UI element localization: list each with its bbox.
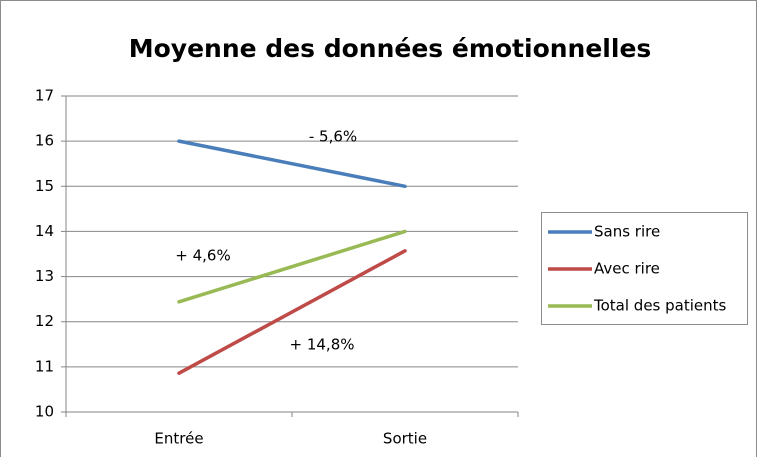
line-series [177, 229, 407, 304]
y-tick-label: 12 [35, 312, 54, 330]
legend-label: Sans rire [594, 223, 660, 241]
annotation: + 14,8% [290, 336, 355, 354]
x-tick-label: Entrée [154, 430, 203, 448]
y-tick-label: 17 [35, 87, 54, 105]
x-tick-label: Sortie [383, 430, 427, 448]
annotation: - 5,6% [309, 128, 357, 146]
y-tick-label: 10 [35, 403, 54, 421]
annotation: + 4,6% [175, 247, 230, 265]
y-tick-label: 16 [35, 132, 54, 150]
y-tick-label: 11 [35, 357, 54, 375]
line-series [177, 139, 407, 189]
legend-label: Total des patients [593, 297, 727, 315]
line-series [177, 249, 407, 375]
y-tick-label: 15 [35, 177, 54, 195]
y-tick-label: 14 [35, 222, 54, 240]
legend-label: Avec rire [594, 260, 660, 278]
y-tick-label: 13 [35, 267, 54, 285]
chart-title: Moyenne des données émotionnelles [129, 34, 652, 63]
